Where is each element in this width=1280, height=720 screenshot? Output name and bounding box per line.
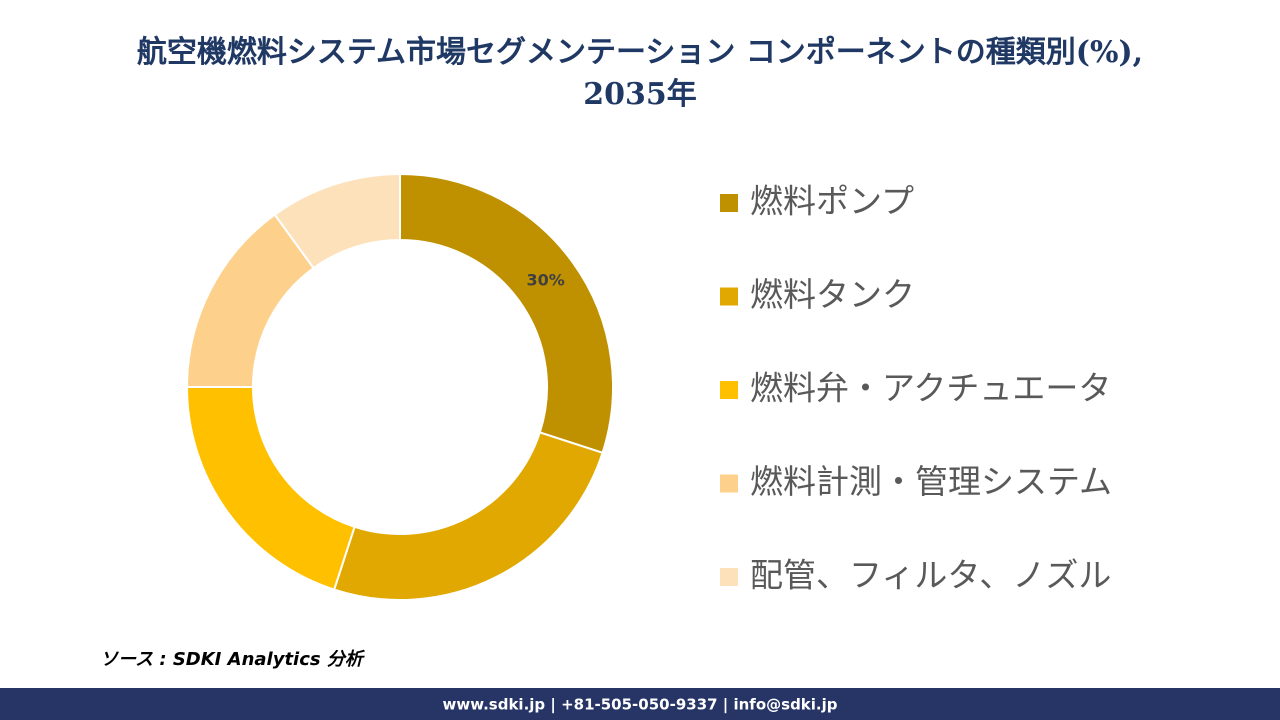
legend-swatch: [720, 194, 738, 212]
donut-segment: [332, 431, 604, 601]
legend-swatch: [720, 474, 738, 493]
donut-segment: [185, 386, 356, 591]
chart-title: 航空機燃料システム市場セグメンテーション コンポーネントの種類別(%),: [137, 35, 1143, 70]
legend-label: 燃料タンク: [750, 275, 915, 314]
footer-text: www.sdki.jp | +81-505-050-9337 | info@sd…: [442, 696, 837, 715]
legend-label: 燃料ポンプ: [750, 182, 914, 221]
value-label: 30%: [526, 271, 564, 290]
legend-swatch: [720, 287, 738, 306]
donut-segment: [399, 172, 614, 455]
legend-label: 配管、フィルタ、ノズル: [750, 556, 1111, 595]
legend-label: 燃料弁・アクチュエータ: [750, 369, 1111, 408]
chart-title: 2035年: [583, 77, 697, 112]
legend-swatch: [720, 381, 738, 399]
footer-bar: [0, 688, 1280, 720]
legend-label: 燃料計測・管理システム: [750, 462, 1112, 501]
legend-swatch: [720, 568, 738, 586]
donut-segment: [273, 172, 401, 270]
source: ソース : SDKI Analytics 分析: [100, 649, 366, 670]
